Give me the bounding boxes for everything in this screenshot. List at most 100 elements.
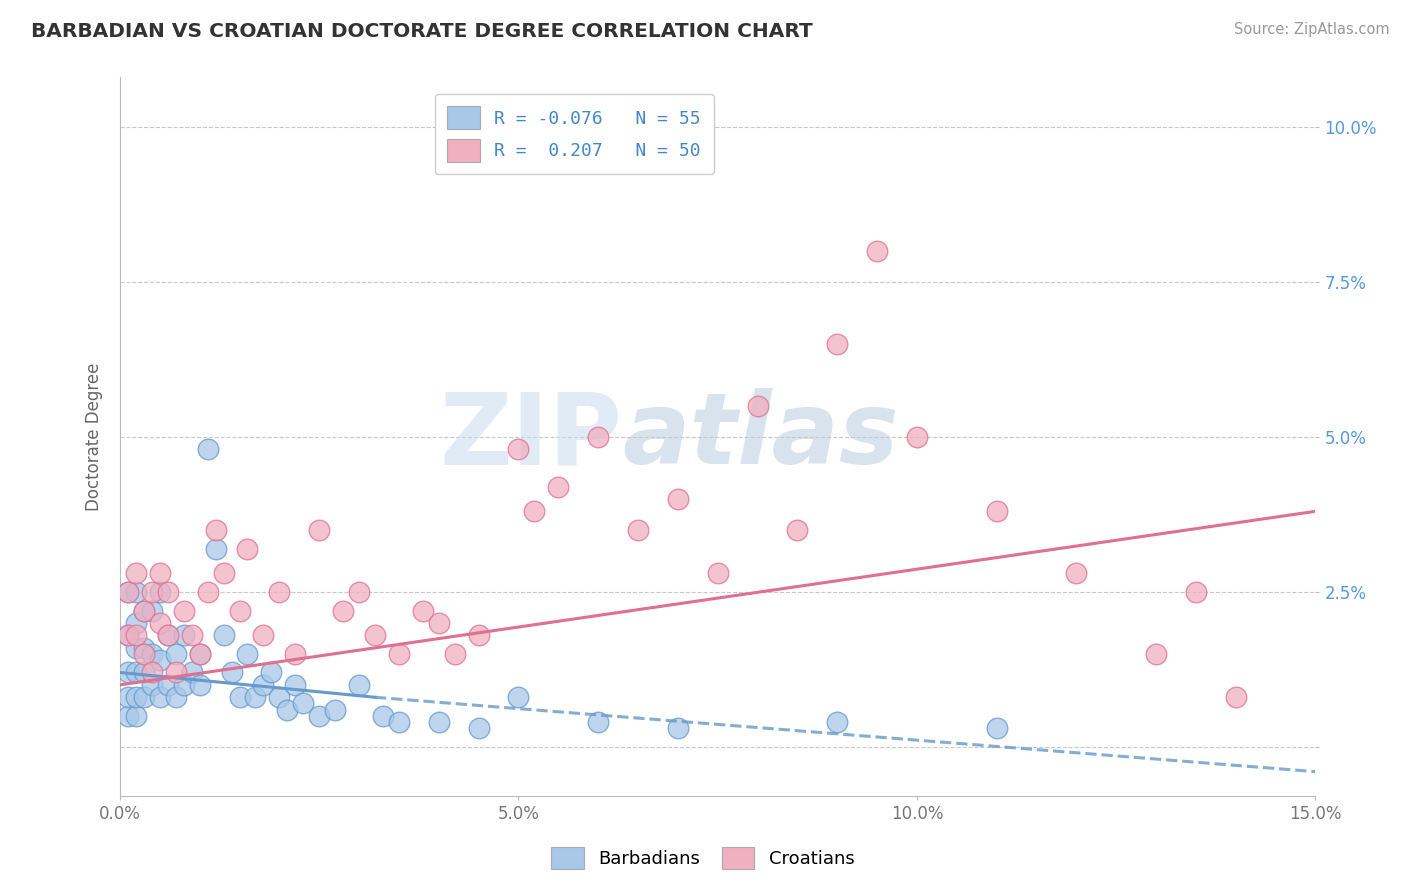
Point <box>467 628 489 642</box>
Point <box>747 399 769 413</box>
Point <box>156 628 179 642</box>
Point <box>666 721 689 735</box>
Point <box>117 690 139 705</box>
Text: BARBADIAN VS CROATIAN DOCTORATE DEGREE CORRELATION CHART: BARBADIAN VS CROATIAN DOCTORATE DEGREE C… <box>31 22 813 41</box>
Point <box>204 523 226 537</box>
Point <box>132 603 155 617</box>
Point <box>188 647 211 661</box>
Point <box>825 714 848 729</box>
Point <box>1066 566 1088 581</box>
Point <box>508 690 530 705</box>
Point <box>308 523 330 537</box>
Point <box>866 244 889 258</box>
Point <box>141 678 163 692</box>
Text: Source: ZipAtlas.com: Source: ZipAtlas.com <box>1233 22 1389 37</box>
Point <box>141 647 163 661</box>
Point <box>284 647 307 661</box>
Point <box>125 665 148 680</box>
Point <box>586 714 609 729</box>
Point <box>132 640 155 655</box>
Point <box>221 665 243 680</box>
Point <box>141 665 163 680</box>
Point <box>347 585 370 599</box>
Point <box>547 479 569 493</box>
Point <box>269 585 291 599</box>
Point <box>212 566 235 581</box>
Point <box>323 703 346 717</box>
Point <box>427 714 450 729</box>
Point <box>332 603 354 617</box>
Point <box>276 703 298 717</box>
Text: atlas: atlas <box>621 388 898 485</box>
Point <box>197 442 219 457</box>
Point <box>197 585 219 599</box>
Point <box>149 653 172 667</box>
Point <box>156 678 179 692</box>
Point <box>117 585 139 599</box>
Point <box>388 714 411 729</box>
Point <box>117 585 139 599</box>
Point <box>180 628 202 642</box>
Point <box>443 647 465 661</box>
Point <box>786 523 808 537</box>
Point <box>228 690 250 705</box>
Point <box>173 603 195 617</box>
Point <box>371 709 394 723</box>
Point <box>252 678 274 692</box>
Point <box>188 678 211 692</box>
Point <box>149 566 172 581</box>
Point <box>666 491 689 506</box>
Point <box>180 665 202 680</box>
Legend: R = -0.076   N = 55, R =  0.207   N = 50: R = -0.076 N = 55, R = 0.207 N = 50 <box>434 94 714 174</box>
Point <box>347 678 370 692</box>
Y-axis label: Doctorate Degree: Doctorate Degree <box>86 363 103 511</box>
Point <box>132 690 155 705</box>
Point <box>228 603 250 617</box>
Point <box>149 585 172 599</box>
Point <box>586 430 609 444</box>
Point <box>986 721 1008 735</box>
Point <box>188 647 211 661</box>
Point <box>165 665 187 680</box>
Legend: Barbadians, Croatians: Barbadians, Croatians <box>543 838 863 879</box>
Point <box>284 678 307 692</box>
Point <box>165 690 187 705</box>
Point <box>132 603 155 617</box>
Point <box>125 709 148 723</box>
Point <box>508 442 530 457</box>
Text: ZIP: ZIP <box>439 388 621 485</box>
Point <box>260 665 283 680</box>
Point <box>308 709 330 723</box>
Point <box>627 523 650 537</box>
Point <box>905 430 928 444</box>
Point <box>156 585 179 599</box>
Point <box>173 628 195 642</box>
Point <box>141 603 163 617</box>
Point <box>149 690 172 705</box>
Point <box>252 628 274 642</box>
Point <box>1225 690 1247 705</box>
Point <box>236 541 259 556</box>
Point <box>149 615 172 630</box>
Point <box>1185 585 1208 599</box>
Point <box>292 697 315 711</box>
Point <box>125 615 148 630</box>
Point <box>125 585 148 599</box>
Point <box>523 504 546 518</box>
Point <box>269 690 291 705</box>
Point <box>204 541 226 556</box>
Point <box>117 628 139 642</box>
Point <box>165 647 187 661</box>
Point <box>132 665 155 680</box>
Point <box>1144 647 1167 661</box>
Point <box>117 628 139 642</box>
Point <box>132 647 155 661</box>
Point <box>427 615 450 630</box>
Point <box>117 709 139 723</box>
Point <box>236 647 259 661</box>
Point <box>141 585 163 599</box>
Point <box>825 337 848 351</box>
Point <box>388 647 411 661</box>
Point <box>245 690 267 705</box>
Point <box>125 566 148 581</box>
